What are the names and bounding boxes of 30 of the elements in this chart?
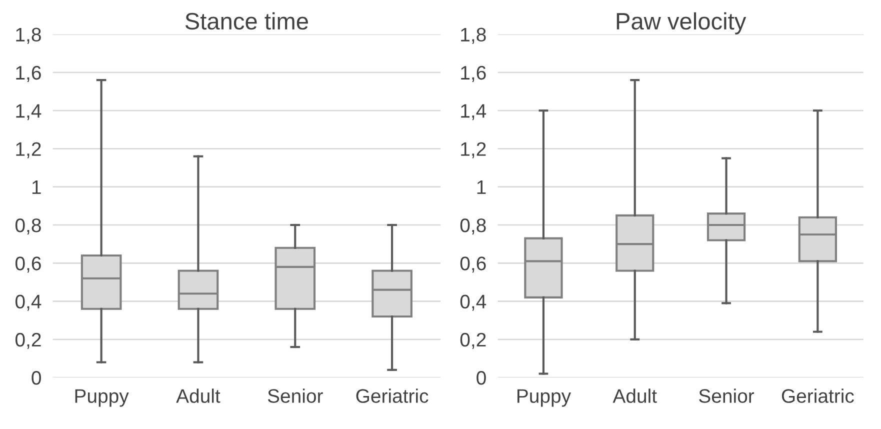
y-tick-label: 0,6: [460, 256, 486, 273]
y-tick-label: 1: [32, 180, 41, 194]
y-tick-label: 1,6: [461, 66, 486, 82]
y-tick-label: 0,8: [460, 218, 486, 235]
x-tick-label: Puppy: [75, 389, 129, 407]
x-tick-label: Geriatric: [356, 388, 428, 403]
chart-title: Stance time: [185, 12, 308, 30]
x-tick-label: Senior: [268, 388, 323, 403]
y-tick-label: 0: [32, 370, 41, 385]
y-tick-label: 1,8: [16, 28, 41, 44]
x-tick-label: Geriatric: [782, 388, 854, 403]
x-tick-label: Adult: [176, 388, 220, 403]
x-tick-label: Senior: [699, 388, 754, 403]
y-tick-label: 1,4: [461, 104, 486, 120]
y-tick-label: 1,2: [461, 142, 486, 158]
y-tick-label: 1,8: [461, 28, 486, 44]
y-tick-label: 0,6: [15, 256, 41, 273]
y-tick-label: 1,4: [16, 104, 42, 120]
y-tick-label: 0,4: [460, 294, 486, 311]
y-tick-label: 0: [476, 370, 486, 385]
y-tick-label: 0,2: [15, 332, 41, 349]
chart-title: Paw velocity: [616, 12, 746, 34]
y-tick-label: 1,6: [16, 66, 41, 82]
y-tick-label: 1,2: [16, 142, 41, 158]
x-tick-label: Puppy: [517, 389, 571, 407]
y-tick-label: 1: [477, 180, 486, 194]
y-tick-label: 0,2: [460, 332, 486, 349]
y-tick-label: 0,4: [15, 294, 42, 311]
y-tick-label: 0,8: [15, 218, 41, 235]
x-tick-label: Adult: [612, 388, 657, 403]
